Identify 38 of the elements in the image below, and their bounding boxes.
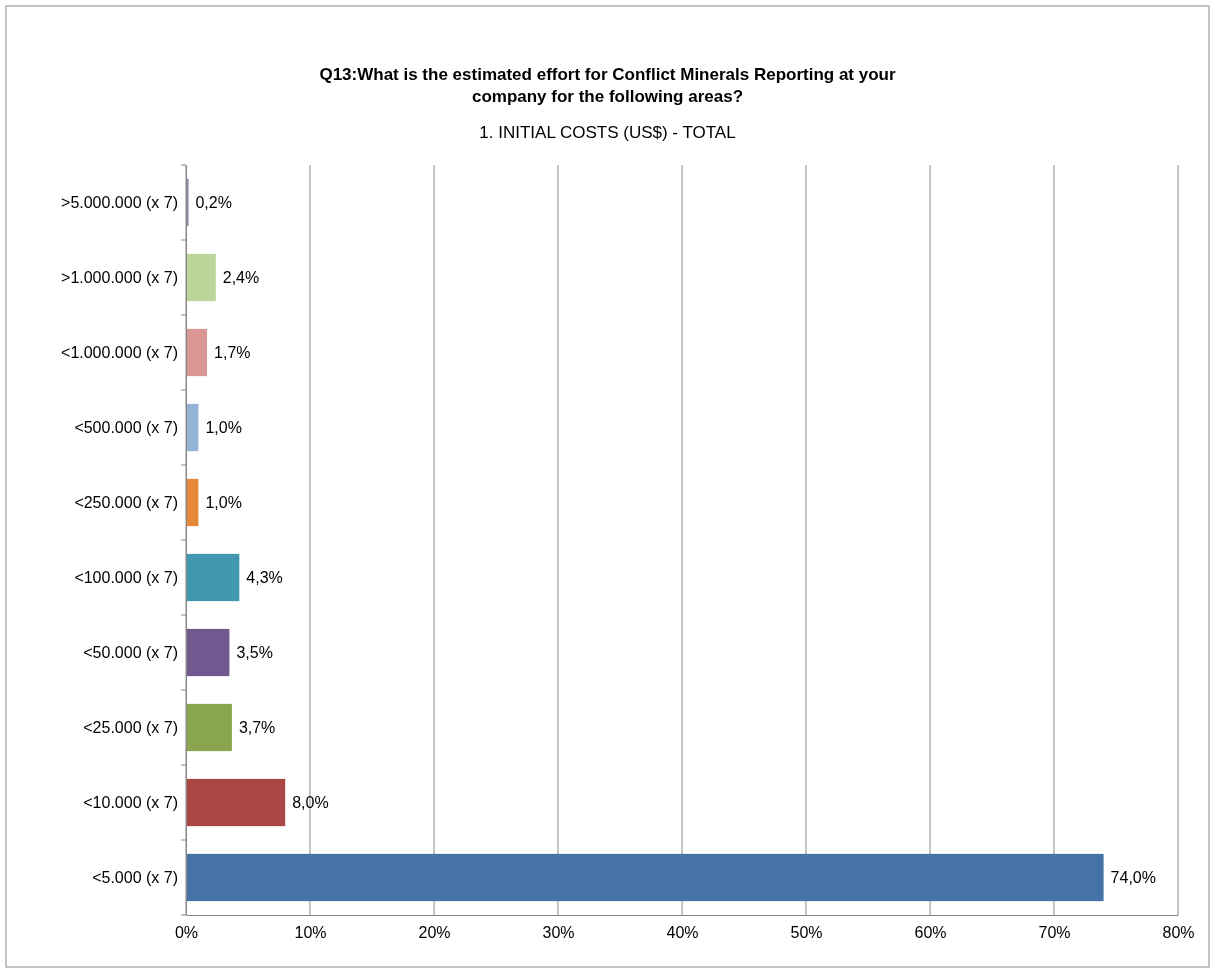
bar	[186, 778, 286, 827]
x-tick-label: 80%	[1162, 924, 1195, 942]
data-label: 74,0%	[1110, 869, 1156, 887]
data-label: 3,7%	[238, 719, 276, 737]
y-tick-label: <50.000 (x 7)	[83, 643, 178, 661]
x-tick-label: 20%	[418, 924, 451, 942]
chart-subtitle: 1. INITIAL COSTS (US$) - TOTAL	[479, 123, 736, 142]
x-tick-label: 10%	[294, 924, 327, 942]
x-tick-label: 30%	[542, 924, 575, 942]
data-label: 0,2%	[195, 194, 232, 212]
data-label: 8,0%	[292, 794, 329, 812]
bar	[186, 853, 1104, 902]
y-tick-label: <1.000.000 (x 7)	[61, 343, 178, 361]
bar	[186, 628, 230, 677]
y-tick-label: <25.000 (x 7)	[83, 718, 178, 736]
y-tick-label: <500.000 (x 7)	[74, 418, 178, 436]
data-label: 1,7%	[214, 344, 251, 362]
data-label: 1,0%	[205, 419, 242, 437]
y-tick-label: >5.000.000 (x 7)	[61, 193, 178, 211]
x-tick-label: 70%	[1038, 924, 1071, 942]
bar	[186, 553, 240, 602]
data-label: 2,4%	[222, 269, 260, 287]
y-tick-label: <10.000 (x 7)	[83, 793, 178, 811]
bar	[186, 703, 232, 752]
y-tick-label: <5.000 (x 7)	[92, 868, 178, 886]
data-label: 3,5%	[236, 644, 273, 662]
x-tick-label: 0%	[174, 924, 199, 942]
x-tick-label: 40%	[666, 924, 699, 942]
y-tick-label: >1.000.000 (x 7)	[61, 268, 178, 286]
x-tick-label: 50%	[790, 924, 823, 942]
bar	[186, 253, 216, 302]
y-tick-label: <250.000 (x 7)	[74, 493, 178, 511]
y-tick-label: <100.000 (x 7)	[74, 568, 178, 586]
bar	[186, 328, 208, 377]
x-tick-label: 60%	[914, 924, 947, 942]
data-label: 1,0%	[205, 494, 242, 512]
chart-title: Q13:What is the estimated effort for Conflict Minerals Reporting at your company for the following areas?	[319, 65, 896, 106]
data-label: 4,3%	[246, 569, 283, 587]
